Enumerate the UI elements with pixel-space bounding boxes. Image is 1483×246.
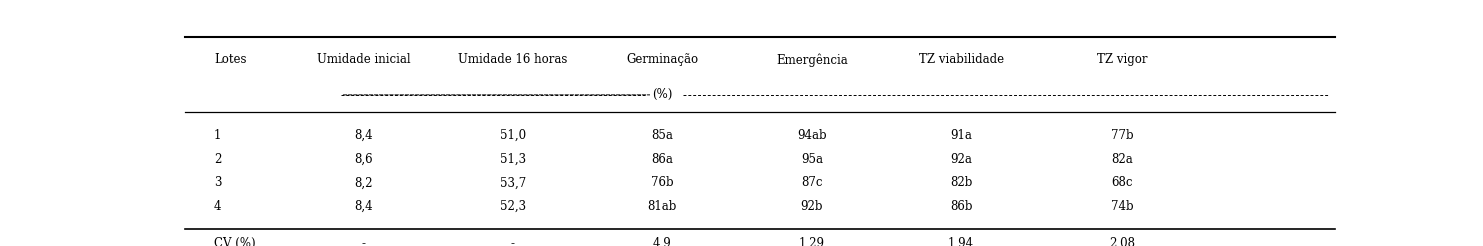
Text: 8,4: 8,4	[354, 200, 372, 213]
Text: 8,2: 8,2	[354, 176, 372, 189]
Text: 52,3: 52,3	[500, 200, 526, 213]
Text: 8,4: 8,4	[354, 129, 372, 142]
Text: 4,9: 4,9	[653, 237, 672, 246]
Text: Emergência: Emergência	[776, 53, 848, 67]
Text: -: -	[362, 237, 365, 246]
Text: 51,3: 51,3	[500, 153, 526, 166]
Text: 3: 3	[214, 176, 221, 189]
Text: Lotes: Lotes	[214, 53, 246, 66]
Text: 2: 2	[214, 153, 221, 166]
Text: 1,29: 1,29	[799, 237, 825, 246]
Text: TZ vigor: TZ vigor	[1097, 53, 1148, 66]
Text: 74b: 74b	[1111, 200, 1133, 213]
Text: 8,6: 8,6	[354, 153, 372, 166]
Text: 82b: 82b	[951, 176, 973, 189]
Text: 87c: 87c	[801, 176, 823, 189]
Text: CV (%): CV (%)	[214, 237, 255, 246]
Text: 1,94: 1,94	[948, 237, 974, 246]
Text: 68c: 68c	[1111, 176, 1133, 189]
Text: 51,0: 51,0	[500, 129, 526, 142]
Text: TZ viabilidade: TZ viabilidade	[918, 53, 1004, 66]
Text: 53,7: 53,7	[500, 176, 526, 189]
Text: -: -	[512, 237, 515, 246]
Text: 95a: 95a	[801, 153, 823, 166]
Text: 77b: 77b	[1111, 129, 1133, 142]
Text: (%): (%)	[653, 88, 672, 101]
Text: 82a: 82a	[1111, 153, 1133, 166]
Text: 85a: 85a	[651, 129, 673, 142]
Text: 76b: 76b	[651, 176, 673, 189]
Text: 86a: 86a	[651, 153, 673, 166]
Text: 92b: 92b	[801, 200, 823, 213]
Text: 94ab: 94ab	[796, 129, 826, 142]
Text: 91a: 91a	[951, 129, 973, 142]
Text: 86b: 86b	[951, 200, 973, 213]
Text: 92a: 92a	[951, 153, 973, 166]
Text: Umidade 16 horas: Umidade 16 horas	[458, 53, 568, 66]
Text: Umidade inicial: Umidade inicial	[317, 53, 411, 66]
Text: 1: 1	[214, 129, 221, 142]
Text: 2,08: 2,08	[1109, 237, 1134, 246]
Text: Germinação: Germinação	[626, 53, 698, 66]
Text: 4: 4	[214, 200, 221, 213]
Text: 81ab: 81ab	[648, 200, 678, 213]
